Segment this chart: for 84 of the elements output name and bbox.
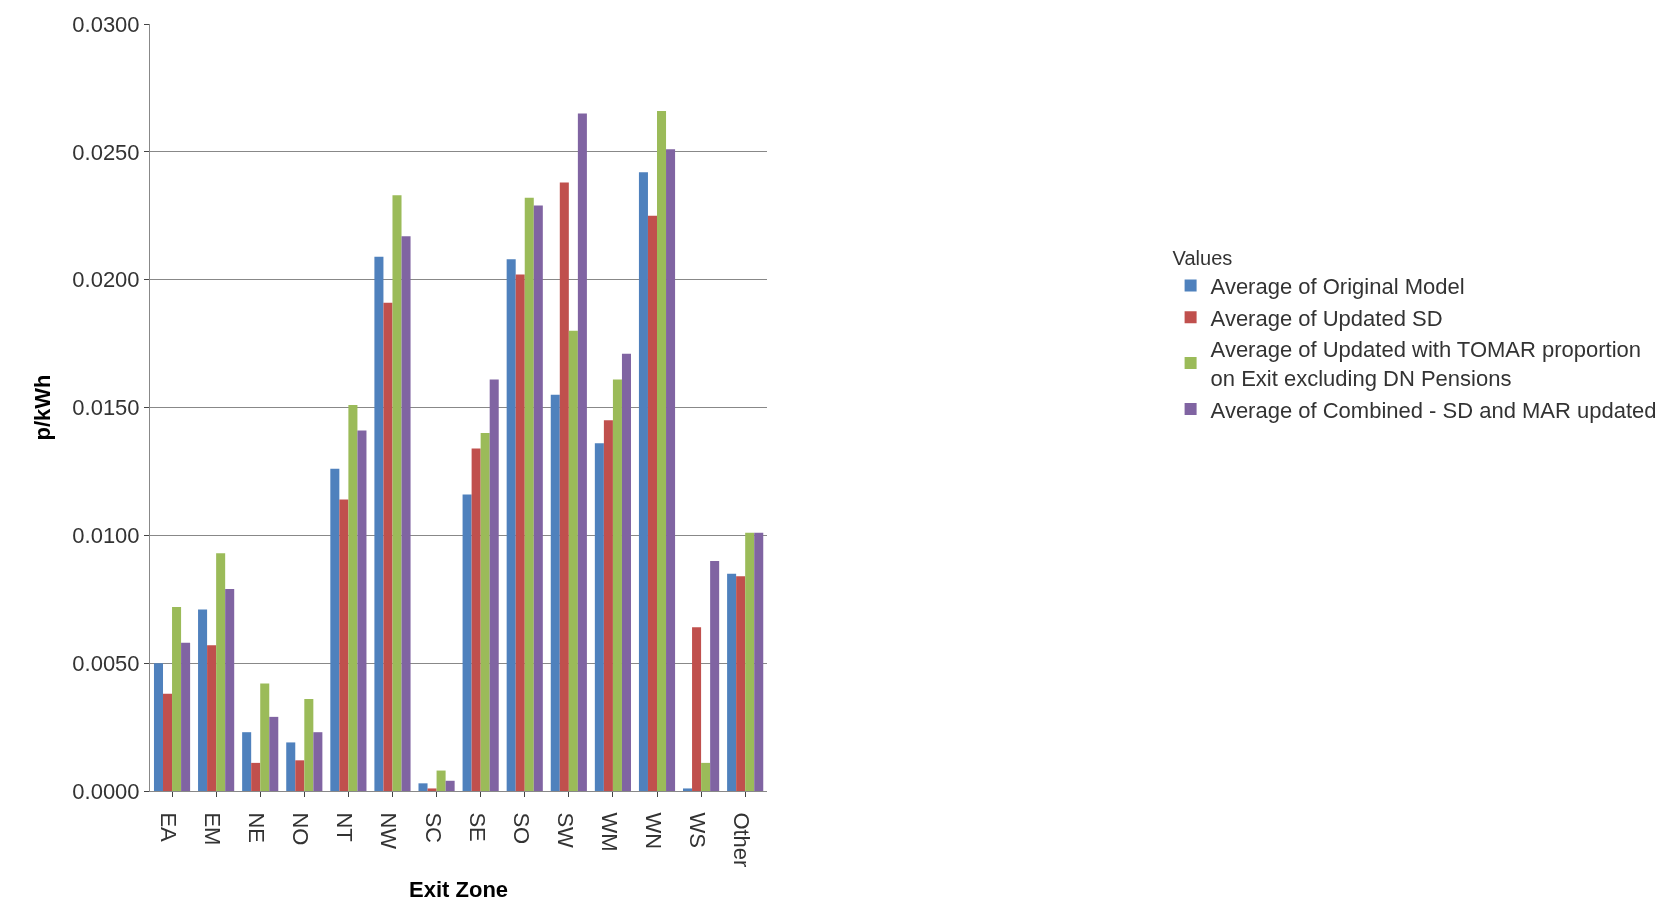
bar	[163, 693, 173, 791]
bar	[754, 532, 764, 791]
bar	[383, 302, 393, 791]
legend-title: Values	[1172, 246, 1233, 269]
legend-label: Average of Original Model	[1210, 274, 1465, 300]
bar	[692, 627, 702, 791]
bar	[401, 236, 411, 791]
x-tick-label: WS	[685, 812, 711, 848]
bar	[313, 732, 323, 791]
y-tick-label: 0.0150	[72, 395, 140, 421]
x-tick-label: SE	[464, 812, 490, 842]
bar	[524, 197, 534, 791]
bar	[568, 330, 578, 791]
bar	[357, 430, 367, 791]
bar	[418, 783, 428, 791]
bar	[480, 433, 490, 791]
bar	[462, 494, 472, 791]
legend-label: Average of Updated with TOMAR proportion on Exit excluding DN Pensions	[1210, 337, 1642, 391]
bar	[657, 110, 667, 791]
bar	[471, 448, 481, 791]
bar	[225, 589, 235, 791]
bar	[242, 732, 252, 791]
bar	[647, 215, 657, 791]
x-tick-label: NO	[288, 812, 314, 846]
bar	[436, 770, 446, 791]
y-tick-label: 0.0050	[72, 650, 140, 676]
legend-label: Average of Combined - SD and MAR updated	[1210, 397, 1657, 423]
bar	[181, 642, 191, 791]
x-tick-label: NE	[244, 812, 270, 843]
bar	[666, 149, 676, 791]
bar	[198, 609, 208, 791]
bar	[533, 205, 543, 791]
x-tick-label: NW	[376, 812, 402, 850]
legend-label: Average of Updated SD	[1210, 305, 1443, 331]
bar	[594, 443, 604, 791]
bar	[427, 788, 437, 791]
bar	[348, 404, 358, 791]
bar	[295, 760, 305, 791]
bar	[260, 683, 270, 791]
bar	[506, 259, 516, 791]
bar	[727, 573, 737, 791]
x-tick-label: Other	[729, 812, 755, 868]
bar	[612, 379, 622, 791]
bar	[304, 698, 314, 791]
x-tick-label: EA	[156, 812, 182, 843]
y-tick-label: 0.0200	[72, 267, 140, 293]
bar	[153, 663, 164, 791]
bar	[577, 113, 587, 791]
x-tick-label: NT	[332, 812, 358, 842]
bar	[559, 182, 569, 791]
y-axis-title: p/kWh	[30, 374, 56, 441]
bar	[392, 195, 402, 791]
bar	[710, 560, 720, 791]
bar	[269, 716, 279, 791]
y-tick-label: 0.0250	[72, 139, 140, 165]
bar	[683, 788, 693, 791]
x-tick-label: EM	[200, 812, 226, 846]
x-axis-title: Exit Zone	[409, 877, 509, 903]
bar	[251, 762, 261, 791]
x-tick-label: SO	[508, 812, 534, 845]
x-tick-label: WM	[596, 812, 622, 852]
bar	[550, 394, 560, 791]
bar	[745, 532, 755, 791]
x-tick-label: WN	[641, 812, 666, 850]
bar	[286, 742, 296, 791]
bar	[515, 274, 525, 791]
y-tick-label: 0.0000	[72, 778, 140, 804]
bar	[736, 576, 746, 791]
x-tick-label: SC	[420, 812, 446, 844]
bar	[207, 645, 217, 791]
bar	[339, 499, 349, 791]
bar	[445, 780, 455, 791]
bar	[638, 172, 648, 791]
bar	[621, 353, 631, 791]
bar	[216, 553, 226, 791]
x-tick-label: SW	[552, 812, 578, 849]
bar	[489, 379, 499, 791]
bar	[172, 606, 182, 791]
bar	[374, 256, 384, 791]
bar	[701, 762, 711, 791]
bar	[603, 420, 613, 791]
bar	[330, 468, 340, 791]
y-tick-label: 0.0100	[72, 523, 140, 549]
y-tick-label: 0.0300	[72, 11, 140, 37]
